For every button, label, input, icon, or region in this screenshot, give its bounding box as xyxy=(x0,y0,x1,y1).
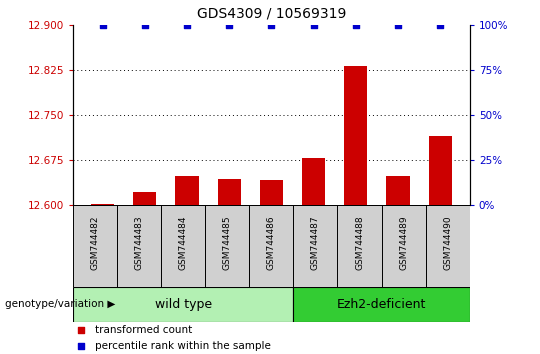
Bar xyxy=(73,205,117,287)
Point xyxy=(394,22,402,28)
Bar xyxy=(386,176,409,205)
Point xyxy=(352,22,360,28)
Text: GSM744488: GSM744488 xyxy=(355,215,364,270)
Text: GSM744486: GSM744486 xyxy=(267,215,276,270)
Bar xyxy=(249,205,293,287)
Point xyxy=(140,22,149,28)
Text: GSM744487: GSM744487 xyxy=(311,215,320,270)
Point xyxy=(98,22,107,28)
Text: wild type: wild type xyxy=(154,298,212,311)
Bar xyxy=(293,287,470,322)
Bar xyxy=(302,158,325,205)
Text: genotype/variation ▶: genotype/variation ▶ xyxy=(5,299,116,309)
Bar xyxy=(73,287,293,322)
Bar xyxy=(218,179,241,205)
Point xyxy=(267,22,275,28)
Bar xyxy=(293,205,338,287)
Text: GSM744485: GSM744485 xyxy=(223,215,232,270)
Bar xyxy=(429,136,452,205)
Text: Ezh2-deficient: Ezh2-deficient xyxy=(337,298,426,311)
Bar xyxy=(117,205,161,287)
Point xyxy=(309,22,318,28)
Title: GDS4309 / 10569319: GDS4309 / 10569319 xyxy=(197,7,346,21)
Text: percentile rank within the sample: percentile rank within the sample xyxy=(94,341,271,351)
Text: GSM744489: GSM744489 xyxy=(399,215,408,270)
Point xyxy=(225,22,233,28)
Bar xyxy=(133,192,157,205)
Bar xyxy=(91,204,114,205)
Bar xyxy=(426,205,470,287)
Bar xyxy=(161,205,205,287)
Point xyxy=(436,22,444,28)
Text: GSM744490: GSM744490 xyxy=(443,215,452,270)
Bar xyxy=(260,180,283,205)
Bar xyxy=(176,176,199,205)
Bar xyxy=(338,205,382,287)
Bar xyxy=(382,205,426,287)
Bar xyxy=(205,205,249,287)
Text: GSM744484: GSM744484 xyxy=(179,215,188,270)
Text: transformed count: transformed count xyxy=(94,325,192,335)
Bar xyxy=(344,66,367,205)
Point xyxy=(77,343,85,349)
Point xyxy=(183,22,191,28)
Point xyxy=(77,327,85,333)
Text: GSM744482: GSM744482 xyxy=(91,215,99,270)
Text: GSM744483: GSM744483 xyxy=(134,215,144,270)
